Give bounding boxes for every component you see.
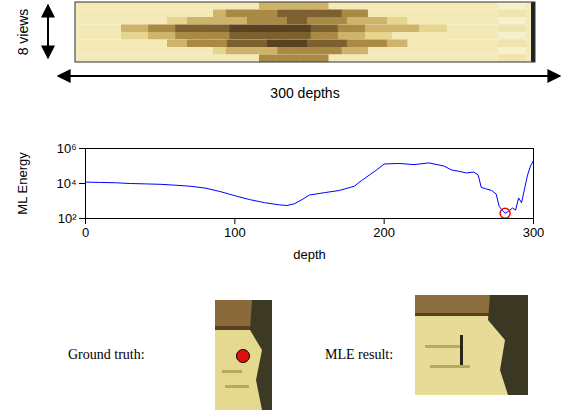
svg-text:10²: 10² [58, 211, 77, 226]
svg-text:200: 200 [373, 225, 395, 240]
svg-text:300 depths: 300 depths [270, 85, 339, 101]
html-text:MLE result:: MLE result: [325, 347, 393, 362]
svg-text:300: 300 [523, 225, 545, 240]
html-text:Ground truth:: Ground truth: [68, 347, 145, 362]
svg-text:0: 0 [82, 225, 89, 240]
svg-text:100: 100 [224, 225, 246, 240]
svg-text:8 views: 8 views [15, 9, 31, 56]
svg-text:ML Energy: ML Energy [15, 152, 30, 215]
svg-text:10⁴: 10⁴ [56, 176, 76, 191]
svg-text:depth: depth [293, 247, 326, 262]
svg-text:10⁶: 10⁶ [57, 141, 77, 156]
